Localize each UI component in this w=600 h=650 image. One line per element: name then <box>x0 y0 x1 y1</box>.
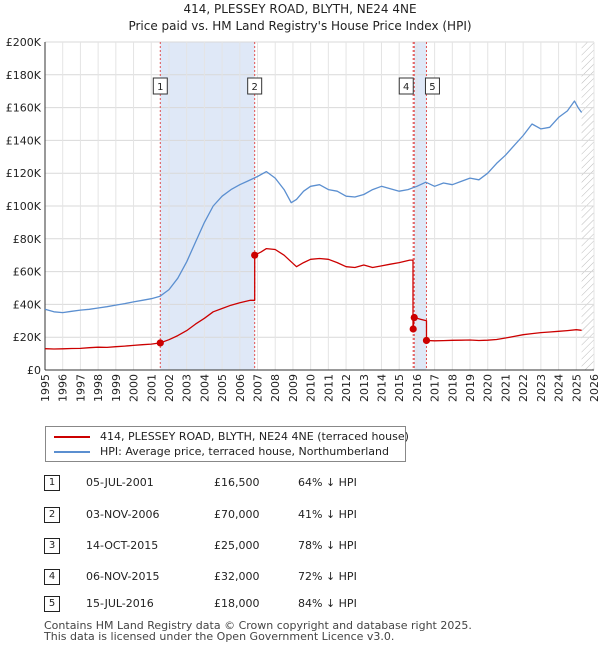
x-tick-label: 2006 <box>234 374 247 402</box>
x-tick-label: 2003 <box>181 374 194 402</box>
y-tick-label: £60K <box>13 266 42 279</box>
table-row: 2 03-NOV-2006 £70,000 41% ↓ HPI <box>44 507 484 523</box>
x-tick-label: 2007 <box>252 374 265 402</box>
attribution-line-1: Contains HM Land Registry data © Crown c… <box>44 619 472 632</box>
table-row: 1 05-JUL-2001 £16,500 64% ↓ HPI <box>44 475 484 491</box>
x-tick-label: 1997 <box>74 374 87 402</box>
y-tick-label: £140K <box>6 134 42 147</box>
y-tick-label: £0 <box>27 364 41 377</box>
x-tick-label: 1996 <box>57 374 70 402</box>
transaction-price: £32,000 <box>214 570 260 583</box>
x-tick-label: 2018 <box>446 374 459 402</box>
x-tick-label: 2015 <box>393 374 406 402</box>
y-tick-label: £160K <box>6 102 42 115</box>
sale-point <box>410 313 418 322</box>
transaction-price: £18,000 <box>214 597 260 610</box>
x-tick-label: 2020 <box>482 374 495 402</box>
legend-label-hpi: HPI: Average price, terraced house, Nort… <box>100 445 389 458</box>
sale-label-number: 4 <box>403 82 409 93</box>
x-tick-label: 2004 <box>198 374 211 402</box>
x-tick-label: 2010 <box>305 374 318 402</box>
transaction-hpi-diff: 84% ↓ HPI <box>298 597 357 610</box>
transaction-date: 15-JUL-2016 <box>86 597 154 610</box>
x-tick-label: 2013 <box>358 374 371 402</box>
sale-label-box <box>398 77 414 95</box>
x-tick-label: 2025 <box>570 374 583 402</box>
transaction-number-badge: 2 <box>44 507 60 523</box>
series-line-hpi <box>44 100 583 314</box>
y-tick-label: £20K <box>13 331 42 344</box>
legend-swatch-property <box>54 436 90 438</box>
x-tick-label: 2011 <box>322 374 335 402</box>
transaction-price: £70,000 <box>214 508 260 521</box>
attribution-line-2: This data is licensed under the Open Gov… <box>44 630 395 643</box>
transaction-number-badge: 1 <box>44 475 60 491</box>
transaction-number-badge: 4 <box>44 569 60 585</box>
transaction-hpi-diff: 64% ↓ HPI <box>298 476 357 489</box>
x-tick-label: 2021 <box>499 374 512 402</box>
y-tick-label: £120K <box>6 167 42 180</box>
x-tick-label: 1999 <box>110 374 123 402</box>
x-tick-label: 2009 <box>287 374 300 402</box>
sale-label-box <box>247 77 263 95</box>
transaction-number-badge: 3 <box>44 538 60 554</box>
x-tick-label: 2024 <box>553 374 566 402</box>
transaction-date: 03-NOV-2006 <box>86 508 160 521</box>
x-tick-label: 2000 <box>128 374 141 402</box>
y-tick-label: £100K <box>6 200 42 213</box>
x-tick-label: 1998 <box>92 374 105 402</box>
table-row: 4 06-NOV-2015 £32,000 72% ↓ HPI <box>44 569 484 585</box>
transaction-number-badge: 5 <box>44 596 60 612</box>
table-row: 5 15-JUL-2016 £18,000 84% ↓ HPI <box>44 596 484 612</box>
transaction-date: 06-NOV-2015 <box>86 570 160 583</box>
legend-swatch-hpi <box>54 451 90 453</box>
transaction-price: £25,000 <box>214 539 260 552</box>
x-tick-label: 2002 <box>163 374 176 402</box>
sale-point <box>251 251 259 259</box>
chart-legend: 414, PLESSEY ROAD, BLYTH, NE24 4NE (terr… <box>45 426 409 462</box>
legend-label-property: 414, PLESSEY ROAD, BLYTH, NE24 4NE (terr… <box>100 430 409 443</box>
sale-point <box>409 325 417 333</box>
sale-point <box>156 339 164 347</box>
sale-label-number: 5 <box>429 82 435 93</box>
y-tick-label: £40K <box>13 298 42 311</box>
price-chart: 414, PLESSEY ROAD, BLYTH, NE24 4NE Price… <box>6 2 600 402</box>
chart-title: 414, PLESSEY ROAD, BLYTH, NE24 4NE <box>183 2 416 16</box>
transaction-hpi-diff: 41% ↓ HPI <box>298 508 357 521</box>
x-tick-label: 2008 <box>269 374 282 402</box>
x-tick-label: 2012 <box>340 374 353 402</box>
transaction-date: 14-OCT-2015 <box>86 539 159 552</box>
sale-label-number: 1 <box>157 82 163 93</box>
sale-label-number: 2 <box>251 82 257 93</box>
sale-point <box>422 336 431 345</box>
series-line-property <box>44 247 582 350</box>
x-tick-label: 2014 <box>375 374 388 402</box>
transaction-price: £16,500 <box>214 476 260 489</box>
x-tick-label: 2026 <box>588 374 600 402</box>
sale-label-box <box>152 77 168 95</box>
transaction-hpi-diff: 72% ↓ HPI <box>298 570 357 583</box>
attribution-footer: Contains HM Land Registry data © Crown c… <box>44 620 472 642</box>
table-row: 3 14-OCT-2015 £25,000 78% ↓ HPI <box>44 538 484 554</box>
transaction-date: 05-JUL-2001 <box>86 476 154 489</box>
x-tick-label: 2019 <box>464 374 477 402</box>
x-tick-label: 2017 <box>429 374 442 402</box>
x-tick-label: 2023 <box>535 374 548 402</box>
x-tick-label: 2005 <box>216 374 229 402</box>
y-tick-label: £180K <box>6 69 42 82</box>
x-tick-label: 2016 <box>411 374 424 402</box>
sale-label-box <box>424 77 440 95</box>
y-tick-label: £80K <box>13 233 42 246</box>
y-tick-label: £200K <box>6 36 42 49</box>
transaction-hpi-diff: 78% ↓ HPI <box>298 539 357 552</box>
chart-subtitle: Price paid vs. HM Land Registry's House … <box>128 19 471 33</box>
x-tick-label: 2001 <box>145 374 158 402</box>
x-tick-label: 1995 <box>39 374 52 402</box>
x-tick-label: 2022 <box>517 374 530 402</box>
